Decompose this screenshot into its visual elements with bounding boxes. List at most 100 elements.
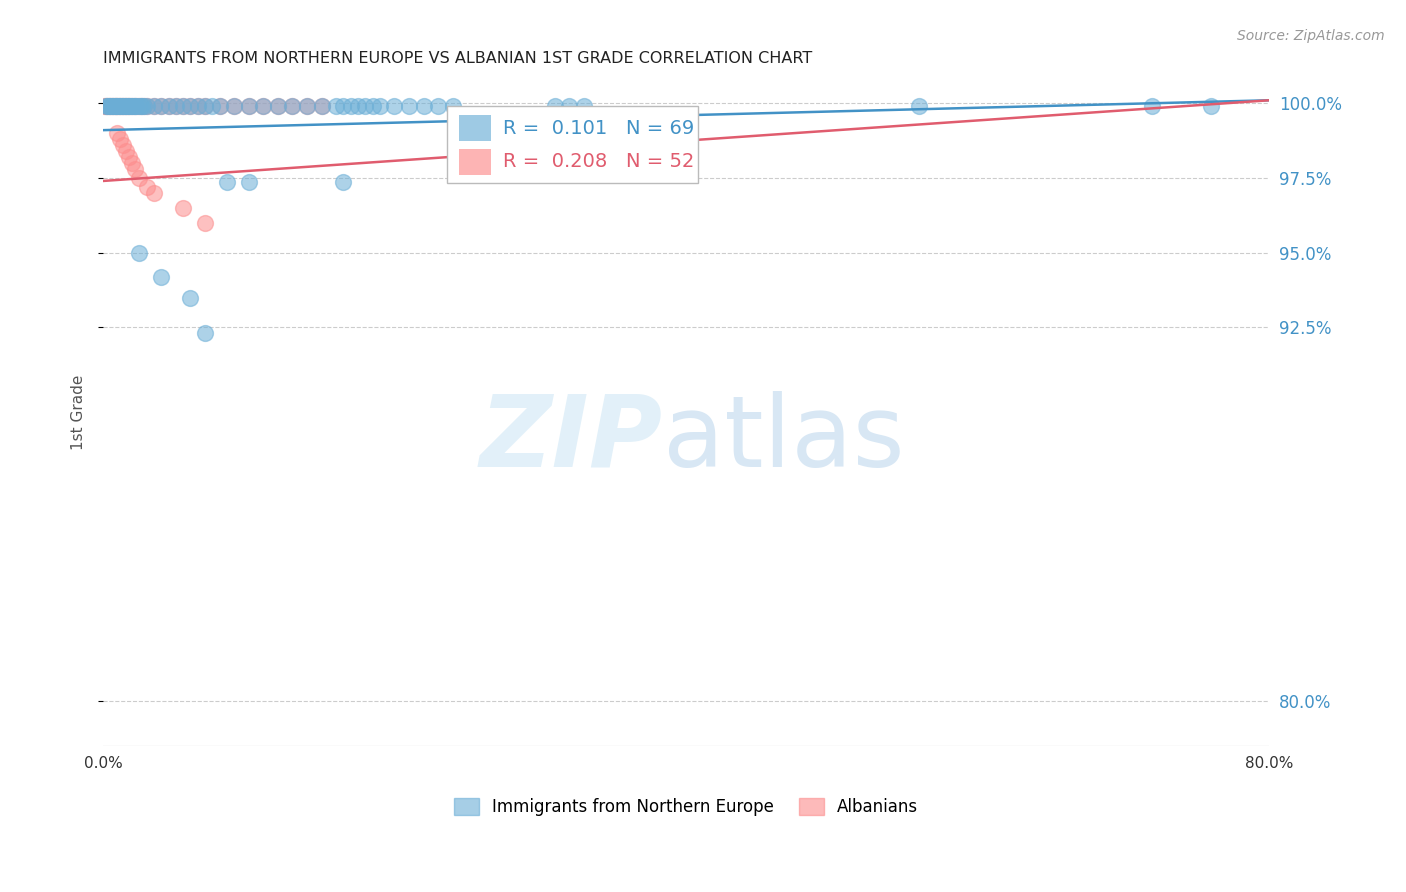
Point (142, 186, 165, 200)
Point (112, 138, 135, 153)
Point (224, 99, 246, 113)
Point (267, 99, 290, 113)
Point (128, 245, 150, 260)
Y-axis label: 1st Grade: 1st Grade (72, 375, 86, 450)
Point (172, 99, 194, 113)
Point (124, 161, 146, 176)
Point (121, 99, 143, 113)
Point (114, 99, 136, 113)
Point (108, 99, 131, 113)
Point (94, 99, 117, 113)
Point (368, 99, 391, 113)
Point (238, 99, 260, 113)
Point (100, 99, 122, 113)
Point (93, 99, 115, 113)
Point (108, 99, 131, 113)
Point (94, 99, 117, 113)
Point (129, 99, 152, 113)
Point (194, 326, 217, 341)
Point (97, 99, 120, 113)
Point (132, 99, 155, 113)
Point (332, 99, 354, 113)
Point (208, 99, 231, 113)
Point (150, 99, 173, 113)
Point (157, 99, 180, 113)
Point (150, 269, 173, 284)
Point (187, 99, 209, 113)
Point (131, 99, 153, 113)
Point (281, 99, 304, 113)
Point (122, 99, 145, 113)
Point (121, 99, 143, 113)
Point (201, 99, 224, 113)
Point (135, 99, 157, 113)
Point (105, 99, 128, 113)
Point (118, 99, 141, 113)
FancyBboxPatch shape (458, 115, 491, 141)
Point (238, 176, 260, 190)
Point (135, 99, 157, 113)
Point (142, 99, 165, 113)
Point (96, 99, 118, 113)
Text: atlas: atlas (662, 391, 904, 488)
Point (121, 156, 143, 170)
Point (208, 99, 231, 113)
Point (172, 201, 194, 215)
Point (115, 99, 138, 113)
Point (325, 99, 347, 113)
Point (179, 291, 201, 305)
Point (295, 99, 318, 113)
Point (120, 99, 142, 113)
Point (127, 99, 149, 113)
Point (114, 99, 136, 113)
Legend: Immigrants from Northern Europe, Albanians: Immigrants from Northern Europe, Albania… (447, 791, 925, 822)
Point (172, 99, 194, 113)
Point (107, 99, 129, 113)
FancyBboxPatch shape (447, 106, 697, 183)
Point (128, 99, 150, 113)
Point (117, 99, 139, 113)
Point (142, 99, 165, 113)
Point (135, 180, 157, 194)
Text: Source: ZipAtlas.com: Source: ZipAtlas.com (1237, 29, 1385, 43)
Point (125, 99, 148, 113)
Point (412, 99, 434, 113)
Point (98, 99, 121, 113)
Point (347, 99, 370, 113)
Point (187, 99, 209, 113)
Point (100, 99, 122, 113)
Point (427, 99, 450, 113)
Point (103, 99, 125, 113)
Point (111, 99, 134, 113)
Point (115, 144, 138, 158)
Point (332, 176, 354, 190)
Point (132, 99, 155, 113)
Point (157, 99, 180, 113)
Text: ZIP: ZIP (479, 391, 662, 488)
Point (238, 99, 260, 113)
Point (110, 132, 132, 146)
Point (105, 99, 128, 113)
Point (111, 99, 134, 113)
Point (165, 99, 187, 113)
Point (118, 99, 141, 113)
Point (115, 99, 138, 113)
Point (179, 99, 201, 113)
Point (572, 99, 595, 113)
Point (110, 99, 132, 113)
Point (311, 99, 333, 113)
Text: R =  0.208   N = 52: R = 0.208 N = 52 (503, 153, 695, 171)
Point (97, 99, 120, 113)
Point (129, 99, 152, 113)
Point (150, 99, 173, 113)
Point (398, 99, 420, 113)
Text: IMMIGRANTS FROM NORTHERN EUROPE VS ALBANIAN 1ST GRADE CORRELATION CHART: IMMIGRANTS FROM NORTHERN EUROPE VS ALBAN… (103, 51, 813, 66)
Point (384, 99, 406, 113)
Point (128, 171, 150, 186)
Point (908, 99, 931, 113)
Point (1199, 99, 1222, 113)
Point (252, 99, 274, 113)
Point (103, 99, 125, 113)
Point (107, 99, 129, 113)
Point (98, 99, 121, 113)
